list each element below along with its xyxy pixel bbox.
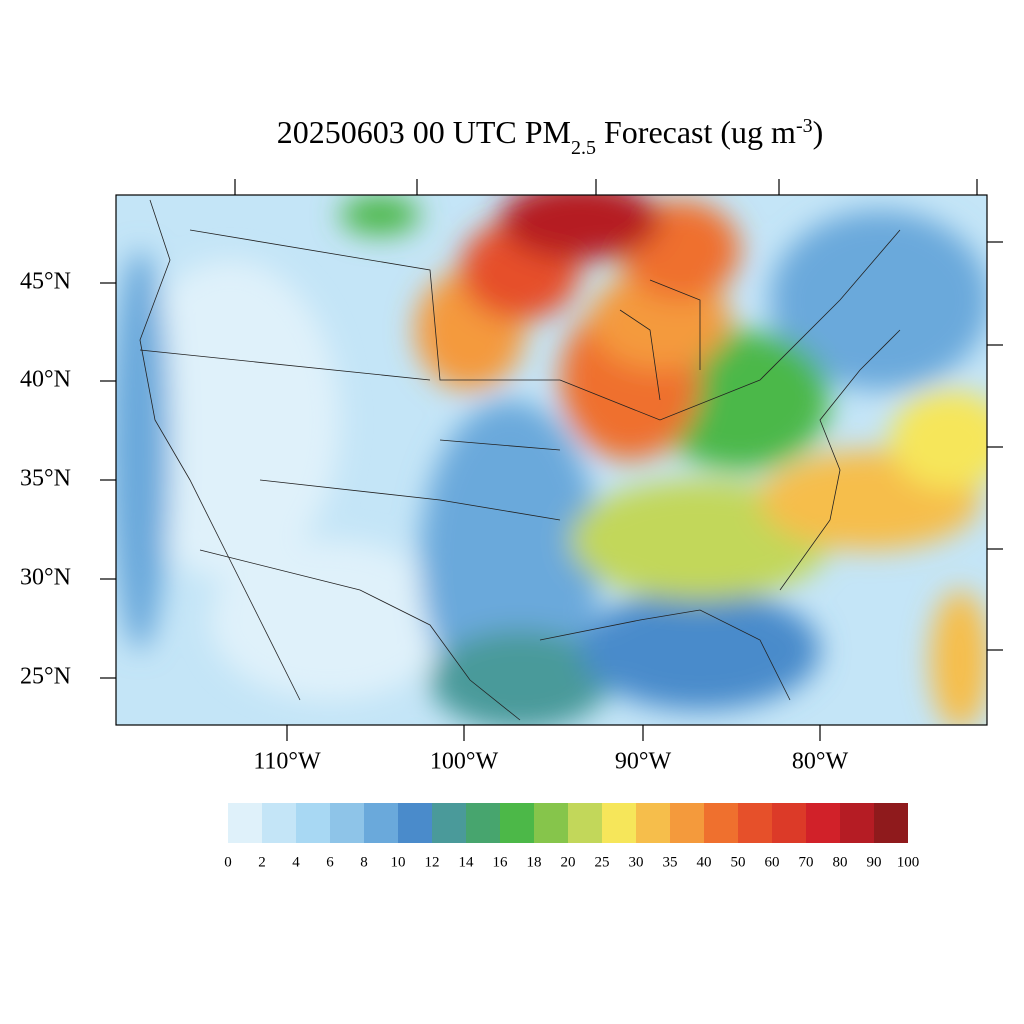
colorbar-label: 20 xyxy=(561,854,576,870)
colorbar-swatch xyxy=(330,803,364,843)
colorbar-swatch xyxy=(738,803,772,843)
colorbar-swatch xyxy=(262,803,296,843)
colorbar-label: 70 xyxy=(799,854,814,870)
lat-label: 45°N xyxy=(20,269,71,295)
lon-label: 90°W xyxy=(615,749,672,775)
lon-label: 110°W xyxy=(253,749,321,775)
colorbar-swatch xyxy=(806,803,840,843)
colorbar-label: 12 xyxy=(425,854,440,870)
colorbar-swatch xyxy=(704,803,738,843)
colorbar-label: 14 xyxy=(459,854,475,870)
colorbar-swatch xyxy=(432,803,466,843)
colorbar-swatch xyxy=(398,803,432,843)
lat-label: 25°N xyxy=(20,664,71,690)
colorbar-label: 8 xyxy=(360,854,368,870)
colorbar-label: 60 xyxy=(765,854,780,870)
colorbar-label: 50 xyxy=(731,854,746,870)
colorbar-label: 6 xyxy=(326,854,334,870)
colorbar-label: 30 xyxy=(629,854,644,870)
colorbar-swatch xyxy=(636,803,670,843)
lon-label: 80°W xyxy=(792,749,849,775)
colorbar-swatch xyxy=(534,803,568,843)
colorbar-swatch xyxy=(602,803,636,843)
colorbar-label: 2 xyxy=(258,854,266,870)
lat-label: 40°N xyxy=(20,367,71,393)
map-field xyxy=(116,195,987,725)
colorbar-label: 0 xyxy=(224,854,232,870)
colorbar-swatch xyxy=(500,803,534,843)
colorbar: 0 2 4 6 8 10 12 14 16 18 20 25 30 35 40 50 60 70 80 90 100 xyxy=(224,803,919,870)
colorbar-label: 80 xyxy=(833,854,848,870)
colorbar-label: 90 xyxy=(867,854,882,870)
colorbar-swatch xyxy=(772,803,806,843)
colorbar-swatch xyxy=(364,803,398,843)
colorbar-swatch xyxy=(840,803,874,843)
colorbar-swatch xyxy=(568,803,602,843)
lon-label: 100°W xyxy=(430,749,499,775)
colorbar-swatch xyxy=(670,803,704,843)
colorbar-label: 100 xyxy=(897,854,920,870)
lat-label: 35°N xyxy=(20,466,71,492)
colorbar-label: 18 xyxy=(527,854,542,870)
colorbar-swatch xyxy=(466,803,500,843)
colorbar-swatch xyxy=(874,803,908,843)
colorbar-label: 4 xyxy=(292,854,300,870)
map-frame xyxy=(115,194,988,726)
colorbar-swatch xyxy=(296,803,330,843)
colorbar-label: 40 xyxy=(697,854,712,870)
colorbar-label: 10 xyxy=(391,854,406,870)
title: 20250603 00 UTC PM2.5 Forecast (ug m-3) xyxy=(277,114,824,159)
colorbar-swatch xyxy=(228,803,262,843)
colorbar-label: 35 xyxy=(663,854,678,870)
colorbar-label: 25 xyxy=(595,854,610,870)
colorbar-label: 16 xyxy=(493,854,509,870)
lat-label: 30°N xyxy=(20,565,71,591)
frame-ticks xyxy=(234,179,1003,651)
